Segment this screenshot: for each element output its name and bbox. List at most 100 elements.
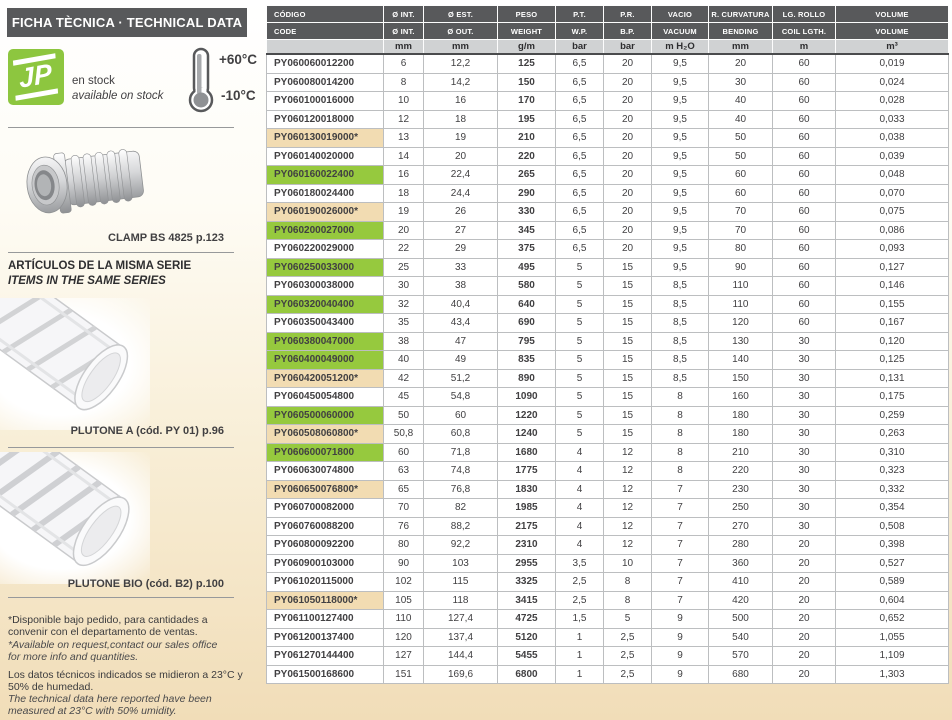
value-cell: 7 bbox=[651, 590, 709, 610]
jp-logo: JP bbox=[8, 49, 64, 105]
value-cell: 12 bbox=[603, 479, 652, 499]
value-cell: 80 bbox=[708, 239, 773, 259]
value-cell: 0,589 bbox=[835, 572, 949, 592]
product-code-cell: PY060500060000 bbox=[266, 405, 384, 425]
value-cell: 8,5 bbox=[651, 313, 709, 333]
value-cell: 71,8 bbox=[423, 442, 498, 462]
value-cell: 420 bbox=[708, 590, 773, 610]
value-cell: 7 bbox=[651, 516, 709, 536]
value-cell: 9,5 bbox=[651, 91, 709, 111]
clamp-caption: CLAMP BS 4825 p.123 bbox=[108, 232, 224, 244]
value-cell: 125 bbox=[497, 53, 556, 74]
table-row: PY060350043400 35 43,4 690 5 15 8,5 120 60 0,167 bbox=[266, 313, 949, 333]
value-cell: 0,332 bbox=[835, 479, 949, 499]
product-code-cell: PY061100127400 bbox=[266, 609, 384, 629]
product-code-cell: PY060160022400 bbox=[266, 165, 384, 185]
value-cell: 20 bbox=[603, 202, 652, 222]
product-code-cell: PY060060012200 bbox=[266, 53, 384, 74]
value-cell: 0,070 bbox=[835, 183, 949, 203]
value-cell: 127 bbox=[383, 646, 424, 666]
column-header-es: R. CURVATURA bbox=[708, 5, 773, 23]
value-cell: 110 bbox=[383, 609, 424, 629]
value-cell: 0,024 bbox=[835, 72, 949, 92]
value-cell: 20 bbox=[603, 165, 652, 185]
value-cell: 220 bbox=[497, 146, 556, 166]
column-header-es: LG. ROLLO bbox=[772, 5, 836, 23]
value-cell: 30 bbox=[772, 387, 836, 407]
value-cell: 9,5 bbox=[651, 109, 709, 129]
value-cell: 90 bbox=[708, 257, 773, 277]
value-cell: 9 bbox=[651, 627, 709, 647]
value-cell: 110 bbox=[708, 276, 773, 296]
column-header-es: P.R. bbox=[603, 5, 652, 23]
value-cell: 15 bbox=[603, 387, 652, 407]
product-code-cell: PY060650076800* bbox=[266, 479, 384, 499]
value-cell: 13 bbox=[383, 128, 424, 148]
value-cell: 8 bbox=[383, 72, 424, 92]
value-cell: 60 bbox=[708, 183, 773, 203]
column-header-en: WEIGHT bbox=[497, 22, 556, 40]
value-cell: 5 bbox=[555, 313, 604, 333]
table-row: PY060380047000 38 47 795 5 15 8,5 130 30 0,120 bbox=[266, 331, 949, 351]
value-cell: 54,8 bbox=[423, 387, 498, 407]
value-cell: 4 bbox=[555, 479, 604, 499]
value-cell: 3,5 bbox=[555, 553, 604, 573]
product-code-cell: PY060190026000* bbox=[266, 202, 384, 222]
value-cell: 570 bbox=[708, 646, 773, 666]
value-cell: 1830 bbox=[497, 479, 556, 499]
column-header-es: VOLUME bbox=[835, 5, 949, 23]
value-cell: 50 bbox=[708, 128, 773, 148]
column-header-en: Ø INT. bbox=[383, 22, 424, 40]
column-unit bbox=[266, 39, 384, 55]
value-cell: 20 bbox=[603, 239, 652, 259]
value-cell: 0,048 bbox=[835, 165, 949, 185]
value-cell: 150 bbox=[708, 368, 773, 388]
value-cell: 250 bbox=[708, 498, 773, 518]
value-cell: 40 bbox=[708, 109, 773, 129]
stock-line-es: en stock bbox=[72, 75, 115, 87]
value-cell: 140 bbox=[708, 350, 773, 370]
value-cell: 24,4 bbox=[423, 183, 498, 203]
value-cell: 690 bbox=[497, 313, 556, 333]
column-header-en: VOLUME bbox=[835, 22, 949, 40]
value-cell: 169,6 bbox=[423, 664, 498, 684]
value-cell: 137,4 bbox=[423, 627, 498, 647]
value-cell: 8,5 bbox=[651, 276, 709, 296]
table-row: PY060140020000 14 20 220 6,5 20 9,5 50 60 0,039 bbox=[266, 146, 949, 166]
column-unit: mm bbox=[383, 39, 424, 55]
value-cell: 60 bbox=[383, 442, 424, 462]
product-code-cell: PY060450054800 bbox=[266, 387, 384, 407]
value-cell: 1985 bbox=[497, 498, 556, 518]
value-cell: 2,5 bbox=[555, 590, 604, 610]
value-cell: 0,086 bbox=[835, 220, 949, 240]
table-row: PY060800092200 80 92,2 2310 4 12 7 280 20 0,398 bbox=[266, 535, 949, 555]
value-cell: 60 bbox=[772, 183, 836, 203]
value-cell: 60 bbox=[772, 276, 836, 296]
product-code-cell: PY060630074800 bbox=[266, 461, 384, 481]
value-cell: 0,120 bbox=[835, 331, 949, 351]
value-cell: 5120 bbox=[497, 627, 556, 647]
value-cell: 40 bbox=[708, 91, 773, 111]
value-cell: 144,4 bbox=[423, 646, 498, 666]
page-title: FICHA TÈCNICA · TECHNICAL DATA bbox=[7, 8, 247, 37]
table-row: PY060508060800* 50,8 60,8 1240 5 15 8 180 30 0,26… bbox=[266, 424, 949, 444]
column-header-en: W.P. bbox=[555, 22, 604, 40]
value-cell: 30 bbox=[772, 479, 836, 499]
table-body: PY060060012200 6 12,2 125 6,5 20 9,5 20 60 0,019 P… bbox=[266, 53, 949, 684]
value-cell: 6,5 bbox=[555, 128, 604, 148]
column-header-es: PESO bbox=[497, 5, 556, 23]
value-cell: 890 bbox=[497, 368, 556, 388]
value-cell: 15 bbox=[603, 294, 652, 314]
value-cell: 0,033 bbox=[835, 109, 949, 129]
value-cell: 0,398 bbox=[835, 535, 949, 555]
value-cell: 7 bbox=[651, 498, 709, 518]
table-row: PY060250033000 25 33 495 5 15 9,5 90 60 0,127 bbox=[266, 257, 949, 277]
table-row: PY060320040400 32 40,4 640 5 15 8,5 110 60 0,155 bbox=[266, 294, 949, 314]
product-code-cell: PY061200137400 bbox=[266, 627, 384, 647]
value-cell: 20 bbox=[603, 91, 652, 111]
table-head: CÓDIGO Ø INT. Ø EST. PESO P.T. P.R. VACIO R. CU… bbox=[266, 5, 949, 55]
table-row: PY060160022400 16 22,4 265 6,5 20 9,5 60 60 0,048 bbox=[266, 165, 949, 185]
value-cell: 8,5 bbox=[651, 368, 709, 388]
product-code-cell: PY060508060800* bbox=[266, 424, 384, 444]
value-cell: 0,019 bbox=[835, 53, 949, 74]
